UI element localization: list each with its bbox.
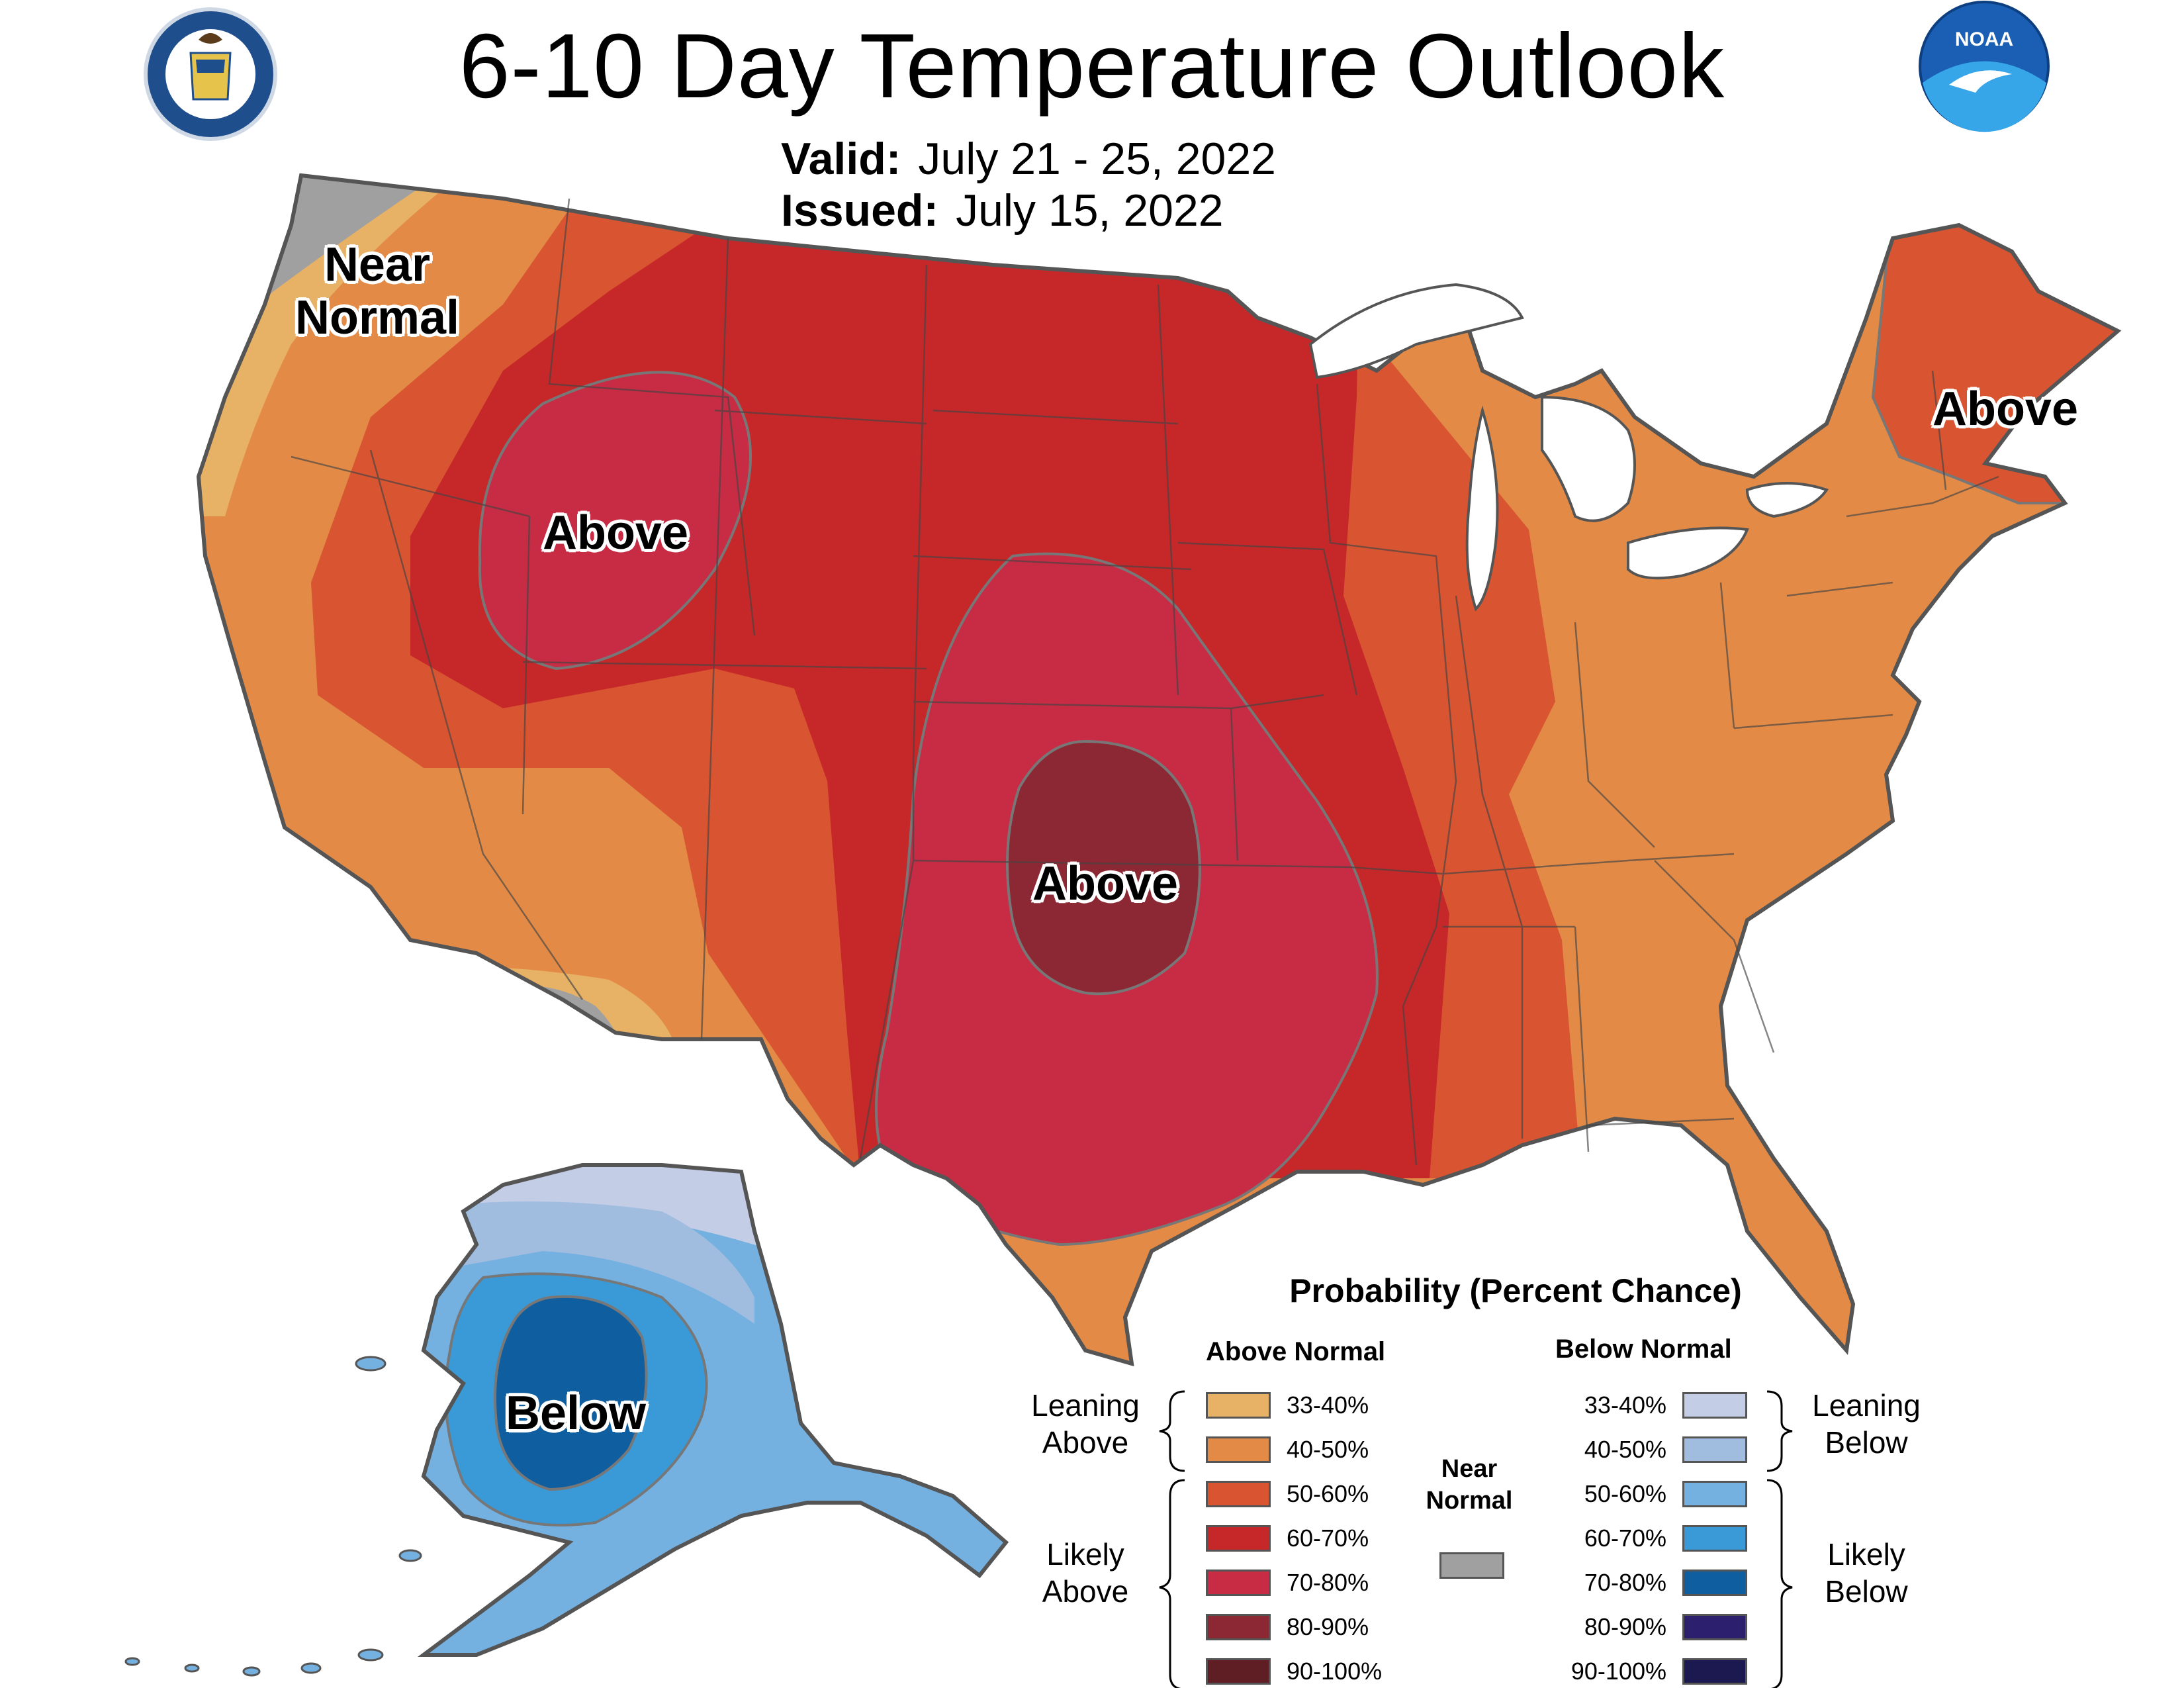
map-label-near-normal-line2: Normal — [295, 291, 460, 344]
legend-above-row: 60-70% — [1206, 1522, 1369, 1555]
legend-above-row: 40-50% — [1206, 1433, 1369, 1466]
legend-below-row: 33-40% — [1562, 1389, 1747, 1422]
legend-above-row: 33-40% — [1206, 1389, 1369, 1422]
valid-value: July 21 - 25, 2022 — [918, 134, 1276, 184]
map-label-above-northeast: Above — [1932, 383, 2079, 436]
legend-swatch — [1682, 1570, 1747, 1596]
legend-above-label: 70-80% — [1287, 1569, 1369, 1596]
map-label-above-central: Above — [1032, 857, 1179, 910]
legend-swatch — [1206, 1658, 1271, 1685]
legend-below-row: 70-80% — [1562, 1566, 1747, 1599]
legend-above-row: 50-60% — [1206, 1477, 1369, 1511]
legend-above-heading: Above Normal — [1206, 1337, 1386, 1366]
region-50-60-northeast — [1871, 197, 2118, 504]
near-normal-line2: Normal — [1426, 1487, 1513, 1515]
legend-leaning-below-label: Leaning Below — [1794, 1387, 1939, 1461]
legend-swatch — [1206, 1392, 1271, 1419]
legend-below-label: 50-60% — [1584, 1480, 1666, 1507]
near-normal-line1: Near — [1441, 1455, 1498, 1483]
region-70-80-northwest — [478, 371, 752, 671]
legend-likely-above-label: Likely Above — [1013, 1536, 1158, 1610]
legend-swatch — [1206, 1570, 1271, 1596]
department-of-commerce-seal — [144, 7, 277, 141]
legend-swatch — [1206, 1525, 1271, 1552]
legend-below-row: 50-60% — [1562, 1477, 1747, 1511]
alaska-outline — [418, 1163, 1009, 1657]
legend-below-heading: Below Normal — [1555, 1335, 1732, 1364]
noaa-logo-text: NOAA — [1954, 28, 2014, 50]
legend-below-label: 33-40% — [1584, 1391, 1666, 1419]
issued-label: Issued: — [781, 185, 939, 236]
legend-above-label: 50-60% — [1287, 1480, 1369, 1507]
legend-below-label: 60-70% — [1584, 1524, 1666, 1552]
issued-value: July 15, 2022 — [956, 185, 1224, 236]
legend-above-label: 33-40% — [1287, 1391, 1369, 1419]
page-title: 6-10 Day Temperature Outlook — [459, 15, 1725, 117]
map-label-near-normal-line1: Near — [324, 238, 431, 291]
legend-above-label: 60-70% — [1287, 1524, 1369, 1552]
legend-near-normal-swatch — [1439, 1552, 1504, 1579]
legend-likely-below-label: Likely Below — [1794, 1536, 1939, 1610]
legend-below-row: 60-70% — [1562, 1522, 1747, 1555]
legend-above-row: 90-100% — [1206, 1655, 1382, 1688]
legend-swatch — [1206, 1614, 1271, 1640]
legend-leaning-above-label: Leaning Above — [1013, 1387, 1158, 1461]
legend-swatch — [1682, 1436, 1747, 1463]
legend-swatch — [1682, 1525, 1747, 1552]
legend-swatch — [1682, 1481, 1747, 1507]
great-lakes — [1308, 283, 1829, 612]
valid-date-line: Valid: July 21 - 25, 2022 — [781, 132, 1276, 185]
legend-title: Probability (Percent Chance) — [1289, 1272, 1742, 1309]
legend-above-label: 40-50% — [1287, 1436, 1369, 1463]
legend-below-label: 80-90% — [1584, 1613, 1666, 1640]
ak-region-40-50 — [424, 1201, 754, 1324]
leaning-below-line1: Leaning — [1812, 1388, 1921, 1423]
ak-region-70-80 — [494, 1295, 648, 1491]
legend-swatch — [1206, 1436, 1271, 1463]
region-80-90-central — [1006, 739, 1201, 996]
legend-above-row: 80-90% — [1206, 1611, 1369, 1644]
likely-below-line1: Likely — [1827, 1537, 1905, 1571]
valid-label: Valid: — [781, 134, 901, 184]
map-label-near-normal: Near Normal — [265, 238, 490, 344]
legend-below-row: 40-50% — [1562, 1433, 1747, 1466]
noaa-logo — [1919, 1, 2050, 132]
map-label-above-northwest: Above — [542, 506, 689, 559]
legend-below-row: 80-90% — [1562, 1611, 1747, 1644]
leaning-above-line2: Above — [1042, 1425, 1129, 1460]
legend-swatch — [1682, 1658, 1747, 1685]
leaning-above-line1: Leaning — [1031, 1388, 1140, 1423]
likely-above-line1: Likely — [1046, 1537, 1124, 1571]
legend-swatch — [1682, 1614, 1747, 1640]
legend-swatch — [1206, 1481, 1271, 1507]
legend-below-label: 70-80% — [1584, 1569, 1666, 1596]
likely-below-line2: Below — [1825, 1574, 1908, 1609]
likely-above-line2: Above — [1042, 1574, 1129, 1609]
legend-above-label: 90-100% — [1287, 1658, 1383, 1685]
map-label-below-alaska: Below — [505, 1387, 647, 1440]
leaning-below-line2: Below — [1825, 1425, 1908, 1460]
legend-below-label: 90-100% — [1570, 1658, 1666, 1685]
ak-region-33-40 — [424, 1165, 794, 1258]
issued-date-line: Issued: July 15, 2022 — [781, 184, 1224, 237]
legend-swatch — [1682, 1392, 1747, 1419]
state-borders — [291, 198, 1999, 1166]
legend-above-row: 70-80% — [1206, 1566, 1369, 1599]
legend-above-label: 80-90% — [1287, 1613, 1369, 1640]
conus-outline — [196, 173, 2122, 1367]
legend-below-label: 40-50% — [1584, 1436, 1666, 1463]
legend-near-normal-label: Near Normal — [1410, 1453, 1529, 1517]
legend-below-row: 90-100% — [1562, 1655, 1747, 1688]
aleutian-islands — [124, 1356, 422, 1677]
